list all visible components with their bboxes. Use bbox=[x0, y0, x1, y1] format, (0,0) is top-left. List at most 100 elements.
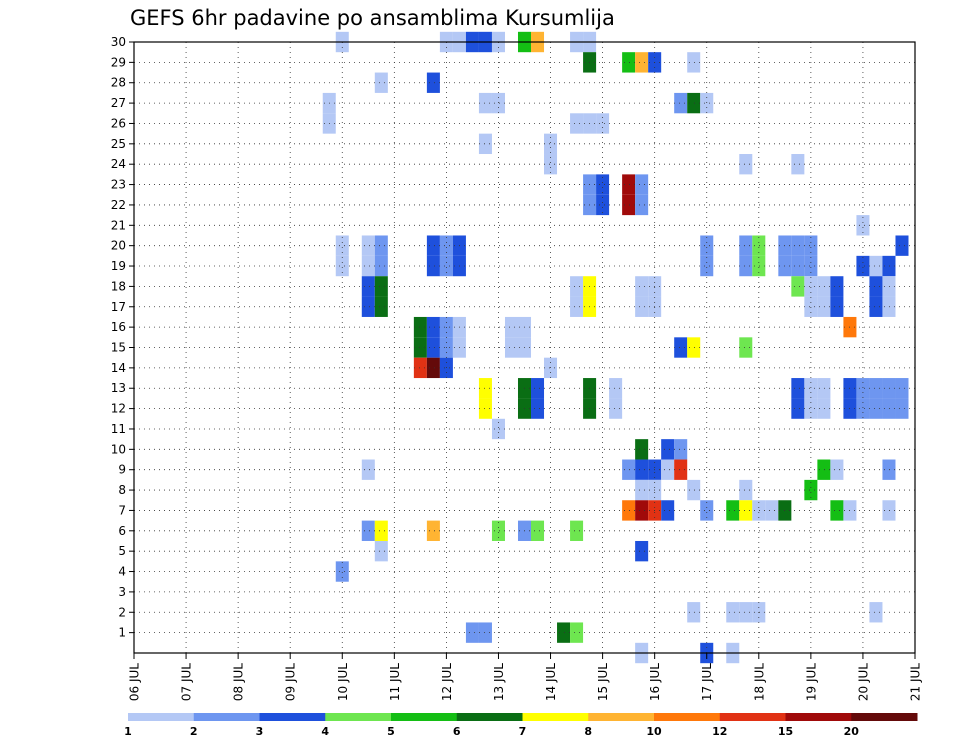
precip-cell bbox=[752, 235, 766, 256]
x-tick-label: 21 JUL bbox=[909, 663, 923, 701]
colorbar-swatch bbox=[259, 713, 326, 721]
y-tick-label: 7 bbox=[118, 503, 126, 517]
precip-cell bbox=[413, 337, 427, 358]
precip-cell bbox=[895, 398, 909, 419]
y-tick-label: 30 bbox=[111, 35, 126, 49]
precip-cell bbox=[504, 337, 518, 358]
x-tick-label: 06 JUL bbox=[128, 663, 142, 701]
precip-cell bbox=[739, 602, 753, 623]
precip-cell bbox=[374, 296, 388, 317]
x-tick-label: 20 JUL bbox=[856, 663, 870, 701]
colorbar-label: 20 bbox=[844, 725, 860, 738]
precip-cell bbox=[726, 500, 740, 521]
y-tick-label: 11 bbox=[111, 422, 126, 436]
x-tick-label: 11 JUL bbox=[388, 663, 402, 701]
precip-cell bbox=[817, 378, 831, 399]
precip-cell bbox=[374, 255, 388, 277]
precip-cell bbox=[661, 500, 675, 521]
y-tick-label: 20 bbox=[111, 239, 126, 253]
precip-cell bbox=[544, 154, 558, 175]
precip-cell bbox=[635, 296, 649, 317]
precip-cell bbox=[791, 255, 805, 277]
precip-cell bbox=[739, 255, 753, 277]
precip-cell bbox=[804, 398, 818, 419]
precip-cell bbox=[596, 194, 610, 216]
colorbar-label: 15 bbox=[778, 725, 793, 738]
precip-cell bbox=[635, 174, 649, 195]
y-tick-label: 18 bbox=[111, 279, 126, 293]
precip-cell bbox=[491, 520, 505, 541]
precip-cell bbox=[791, 398, 805, 419]
precip-cell bbox=[739, 500, 753, 521]
colorbar-label: 4 bbox=[321, 725, 329, 738]
precip-cell bbox=[426, 520, 440, 541]
precip-cell bbox=[830, 500, 844, 521]
precip-cell bbox=[570, 520, 584, 541]
y-tick-label: 9 bbox=[118, 463, 126, 477]
colorbar-swatch bbox=[851, 713, 918, 721]
precip-cell bbox=[830, 276, 844, 297]
precip-cell bbox=[674, 439, 688, 460]
precipitation-cells bbox=[322, 31, 909, 664]
precip-cell bbox=[426, 316, 440, 338]
colorbar-label: 7 bbox=[519, 725, 527, 738]
precip-cell bbox=[374, 540, 388, 562]
y-tick-label: 6 bbox=[118, 524, 126, 538]
precip-cell bbox=[752, 255, 766, 277]
precip-cell bbox=[895, 378, 909, 399]
precip-cell bbox=[504, 316, 518, 338]
precip-cell bbox=[426, 235, 440, 256]
precip-cell bbox=[739, 337, 753, 358]
precip-cell bbox=[739, 154, 753, 175]
precip-cell bbox=[804, 296, 818, 317]
y-tick-label: 29 bbox=[111, 55, 126, 69]
precip-cell bbox=[478, 92, 492, 114]
precip-cell bbox=[687, 92, 701, 114]
precip-cell bbox=[830, 459, 844, 480]
precip-cell bbox=[882, 500, 896, 521]
y-tick-label: 26 bbox=[111, 116, 126, 130]
precip-cell bbox=[856, 255, 870, 277]
precip-cell bbox=[622, 52, 636, 73]
precip-cell bbox=[635, 439, 649, 460]
precip-cell bbox=[830, 296, 844, 317]
colorbar-swatch bbox=[588, 713, 655, 721]
precip-cell bbox=[804, 276, 818, 297]
y-axis-ticks: 1234567891011121314151617181920212223242… bbox=[111, 35, 134, 640]
precip-cell bbox=[478, 398, 492, 419]
colorbar-swatch bbox=[325, 713, 392, 721]
precip-cell bbox=[361, 296, 375, 317]
precip-cell bbox=[687, 602, 701, 623]
precip-cell bbox=[804, 255, 818, 277]
precip-cell bbox=[478, 622, 492, 643]
precip-cell bbox=[882, 398, 896, 419]
precip-cell bbox=[609, 378, 623, 399]
colorbar-label: 10 bbox=[646, 725, 662, 738]
y-tick-label: 23 bbox=[111, 178, 126, 192]
precip-cell bbox=[882, 459, 896, 480]
precip-cell bbox=[478, 378, 492, 399]
precip-cell bbox=[726, 602, 740, 623]
x-tick-label: 08 JUL bbox=[232, 663, 246, 701]
y-tick-label: 15 bbox=[111, 341, 126, 355]
y-tick-label: 19 bbox=[111, 259, 126, 273]
precip-cell bbox=[622, 194, 636, 216]
precip-cell bbox=[635, 500, 649, 521]
y-tick-label: 5 bbox=[118, 544, 126, 558]
precip-cell bbox=[374, 235, 388, 256]
precip-cell bbox=[817, 398, 831, 419]
precip-cell bbox=[882, 378, 896, 399]
precip-cell bbox=[869, 255, 883, 277]
precip-cell bbox=[335, 561, 349, 582]
y-tick-label: 24 bbox=[111, 157, 126, 171]
precip-cell bbox=[570, 113, 584, 134]
precip-cell bbox=[531, 398, 545, 419]
precip-cell bbox=[635, 276, 649, 297]
y-tick-label: 22 bbox=[111, 198, 126, 212]
precip-cell bbox=[335, 235, 349, 256]
precip-cell bbox=[700, 92, 714, 114]
y-tick-label: 14 bbox=[111, 361, 126, 375]
y-tick-label: 28 bbox=[111, 76, 126, 90]
precip-cell bbox=[869, 378, 883, 399]
precip-cell bbox=[635, 479, 649, 501]
